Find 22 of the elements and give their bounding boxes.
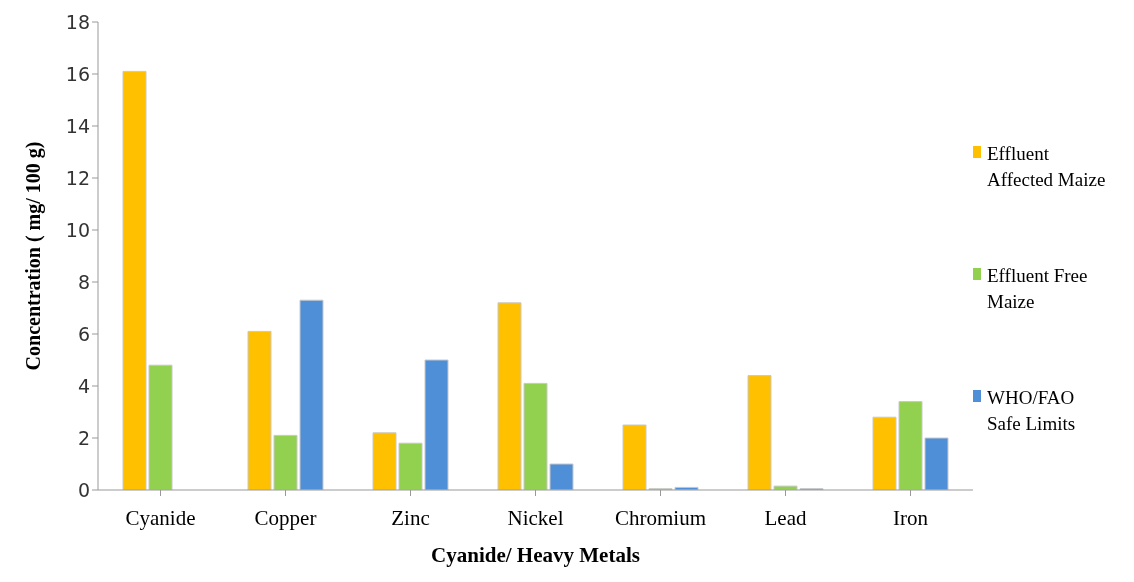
x-tick-label: Chromium (614, 505, 707, 530)
x-tick-label: Cyanide (125, 505, 196, 530)
y-tick-label: 12 (65, 166, 90, 189)
x-tick-label: Zinc (391, 505, 430, 530)
y-tick-label: 4 (77, 374, 90, 397)
legend-label: Effluent Free Maize (987, 264, 1089, 314)
x-tick-label: Lead (764, 505, 807, 530)
y-tick-label: 18 (65, 10, 90, 33)
legend-label: WHO/FAO Safe Limits (987, 386, 1077, 436)
x-axis-title: Cyanide/ Heavy Metals (431, 543, 640, 567)
y-tick-label: 14 (65, 114, 90, 137)
y-tick-label: 2 (77, 426, 90, 449)
x-tick-label: Nickel (507, 505, 564, 530)
y-tick-label: 16 (65, 62, 90, 85)
y-tick-label: 10 (65, 218, 90, 241)
legend-label: Effluent Affected Maize (987, 142, 1107, 192)
y-tick-label: 0 (77, 478, 90, 501)
x-tick-label: Iron (893, 505, 929, 530)
y-tick-label: 6 (77, 322, 90, 345)
y-axis-title: Concentration ( mg/ 100 g) (22, 141, 45, 371)
y-tick-label: 8 (77, 270, 90, 293)
x-tick-label: Copper (254, 505, 317, 530)
